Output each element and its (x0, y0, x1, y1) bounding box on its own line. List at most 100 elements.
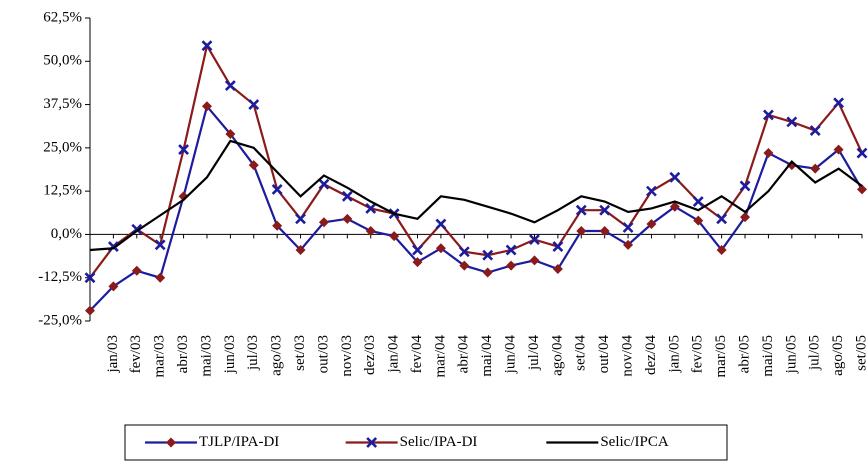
x-marker (365, 203, 377, 214)
x-marker (318, 178, 330, 190)
x-marker (763, 109, 774, 121)
diamond-marker (576, 225, 587, 236)
y-tick-label: 25,0% (43, 139, 82, 155)
x-tick-label: out/03 (315, 335, 331, 373)
x-tick-label: out/04 (596, 335, 612, 374)
x-marker (482, 249, 494, 261)
x-tick-label: fev/04 (409, 335, 425, 374)
diamond-marker (693, 215, 704, 226)
diamond-marker (833, 144, 844, 155)
diamond-marker (108, 281, 119, 292)
x-marker (716, 213, 728, 225)
diamond-marker (412, 257, 423, 268)
x-marker (833, 97, 845, 109)
x-marker (552, 241, 564, 252)
x-marker (529, 234, 540, 246)
x-tick-label: ago/04 (549, 335, 565, 376)
x-tick-label: jul/03 (245, 335, 261, 371)
diamond-marker (131, 265, 142, 276)
x-marker (458, 246, 470, 258)
x-marker (739, 180, 751, 192)
x-marker (856, 147, 868, 159)
x-tick-label: nov/03 (339, 335, 355, 377)
x-tick-label: dez/04 (643, 335, 659, 375)
diamond-marker (435, 243, 446, 254)
x-marker (295, 213, 306, 225)
x-tick-label: ago/05 (830, 335, 846, 376)
legend-label: Selic/IPA-DI (400, 434, 478, 450)
x-marker (248, 99, 260, 110)
x-marker (412, 244, 423, 256)
x-tick-label: ago/03 (269, 335, 285, 376)
diamond-marker (155, 272, 166, 283)
diamond-marker (529, 255, 540, 266)
diamond-marker (763, 148, 774, 159)
x-tick-label: mar/05 (713, 335, 729, 378)
diamond-marker (318, 217, 329, 228)
diamond-marker (810, 163, 821, 174)
x-tick-label: dez/03 (362, 335, 378, 375)
x-marker (575, 204, 587, 216)
diamond-marker (389, 231, 400, 242)
y-tick-label: -25,0% (38, 312, 82, 328)
diamond-marker (646, 219, 657, 230)
x-tick-label: fev/03 (128, 335, 144, 373)
x-tick-label: mai/05 (760, 335, 776, 377)
legend-box (124, 424, 728, 461)
series-line (89, 139, 863, 252)
x-marker (646, 185, 657, 197)
x-marker (271, 183, 283, 195)
diamond-marker (506, 260, 517, 271)
y-tick-label: 50,0% (43, 53, 82, 69)
diamond-marker (482, 267, 493, 278)
x-tick-label: jan/03 (105, 335, 121, 374)
diamond-marker (716, 245, 727, 256)
y-tick-label: 37,5% (43, 96, 82, 112)
x-marker (84, 272, 96, 284)
x-marker (599, 204, 611, 216)
diamond-marker (85, 305, 95, 316)
diamond-marker (740, 212, 751, 223)
diamond-marker (342, 213, 353, 224)
legend-label: TJLP/IPA-DI (199, 434, 279, 450)
legend-label: Selic/IPCA (600, 434, 669, 450)
y-tick-label: 0,0% (51, 226, 82, 242)
x-tick-label: set/04 (573, 335, 589, 371)
x-marker (178, 144, 189, 156)
x-tick-label: abr/03 (175, 335, 191, 373)
x-marker (341, 190, 353, 202)
series-line (89, 42, 863, 279)
x-tick-label: jan/05 (666, 335, 682, 374)
series-line (89, 103, 863, 312)
x-marker (505, 244, 517, 256)
diamond-marker (248, 160, 259, 171)
x-tick-label: fev/05 (690, 335, 706, 373)
x-tick-label: mai/04 (479, 335, 495, 377)
x-marker (692, 196, 704, 207)
x-tick-label: mar/03 (152, 335, 168, 378)
diamond-marker (857, 184, 867, 195)
x-marker (201, 40, 213, 52)
diamond-marker (623, 239, 634, 250)
x-tick-label: set/05 (853, 335, 868, 371)
x-marker (809, 125, 821, 136)
x-tick-label: jun/04 (503, 335, 519, 375)
x-marker (366, 437, 378, 448)
x-marker (786, 116, 798, 128)
x-tick-label: set/03 (292, 335, 308, 371)
diamond-marker (201, 101, 212, 112)
x-tick-label: jun/03 (222, 335, 238, 374)
x-tick-label: mai/03 (198, 335, 214, 377)
diamond-marker (599, 225, 610, 236)
x-tick-label: jun/05 (783, 335, 799, 374)
diamond-marker (225, 129, 236, 140)
x-marker (435, 218, 447, 230)
x-tick-label: nov/04 (619, 335, 635, 377)
y-tick-label: -12,5% (38, 269, 82, 285)
x-marker (224, 80, 236, 91)
x-tick-label: mar/04 (432, 335, 448, 378)
diamond-marker (166, 437, 176, 448)
diamond-marker (295, 245, 306, 256)
x-marker (622, 222, 634, 233)
diamond-marker (365, 225, 376, 236)
